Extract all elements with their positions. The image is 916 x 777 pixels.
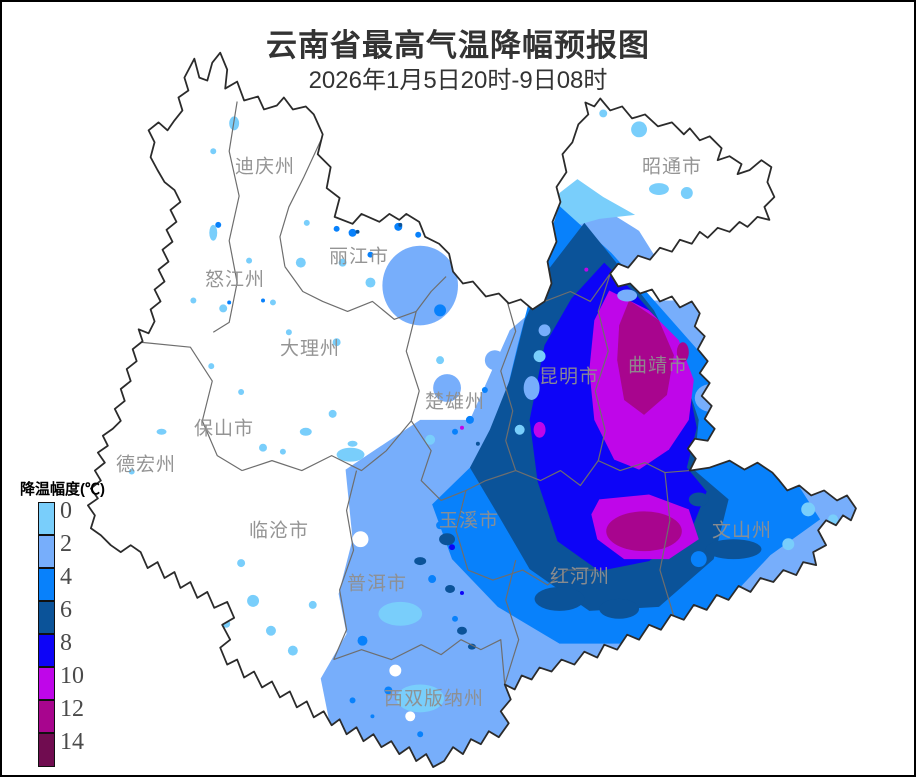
legend-value-0: 0: [60, 498, 72, 524]
legend-swatch-2: [38, 535, 55, 568]
region-label-honghe: 红河州: [549, 566, 611, 588]
region-label-diqing: 迪庆州: [234, 156, 296, 178]
region-label-baoshan: 保山市: [193, 418, 255, 440]
region-label-chuxiong: 楚雄州: [424, 391, 486, 413]
region-label-xishuangbanna: 西双版纳州: [383, 688, 485, 710]
region-label-wenshan: 文山州: [711, 520, 773, 542]
legend-value-14: 14: [60, 729, 84, 755]
legend-title: 降温幅度(℃): [20, 481, 105, 498]
region-label-qujing: 曲靖市: [627, 355, 689, 377]
legend-swatch-4: [38, 568, 55, 601]
legend-value-2: 2: [60, 531, 72, 557]
region-label-dehong: 德宏州: [115, 454, 177, 476]
legend-value-8: 8: [60, 630, 72, 656]
legend-swatch-14: [38, 733, 55, 767]
province-outline: [87, 51, 857, 768]
legend-value-12: 12: [60, 696, 84, 722]
region-label-yuxi: 玉溪市: [438, 510, 500, 532]
legend-swatch-0: [38, 502, 55, 535]
legend-value-6: 6: [60, 597, 72, 623]
legend-swatch-12: [38, 700, 55, 733]
legend-value-4: 4: [60, 564, 72, 590]
region-label-nujiang: 怒江州: [204, 269, 266, 291]
legend-swatch-6: [38, 601, 55, 634]
legend-value-10: 10: [60, 663, 84, 689]
page-title: 云南省最高气温降幅预报图: [266, 28, 650, 63]
region-label-kunming: 昆明市: [538, 366, 600, 388]
legend-swatch-8: [38, 634, 55, 667]
region-label-lincang: 临沧市: [248, 520, 310, 542]
region-label-dali: 大理州: [279, 338, 341, 360]
forecast-period: 2026年1月5日20时-9日08时: [308, 67, 608, 94]
region-label-zhaotong: 昭通市: [641, 156, 703, 178]
region-label-lijiang: 丽江市: [328, 246, 390, 268]
legend-swatch-10: [38, 667, 55, 700]
region-label-puer: 普洱市: [346, 573, 408, 595]
